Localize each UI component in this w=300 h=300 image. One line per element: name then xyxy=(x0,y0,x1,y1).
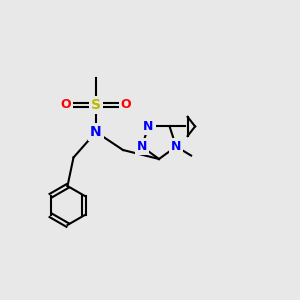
Text: O: O xyxy=(61,98,71,112)
Text: N: N xyxy=(90,125,102,139)
Text: N: N xyxy=(137,140,147,153)
Text: O: O xyxy=(121,98,131,112)
Text: N: N xyxy=(171,140,181,153)
Text: N: N xyxy=(143,120,154,133)
Text: S: S xyxy=(91,98,101,112)
